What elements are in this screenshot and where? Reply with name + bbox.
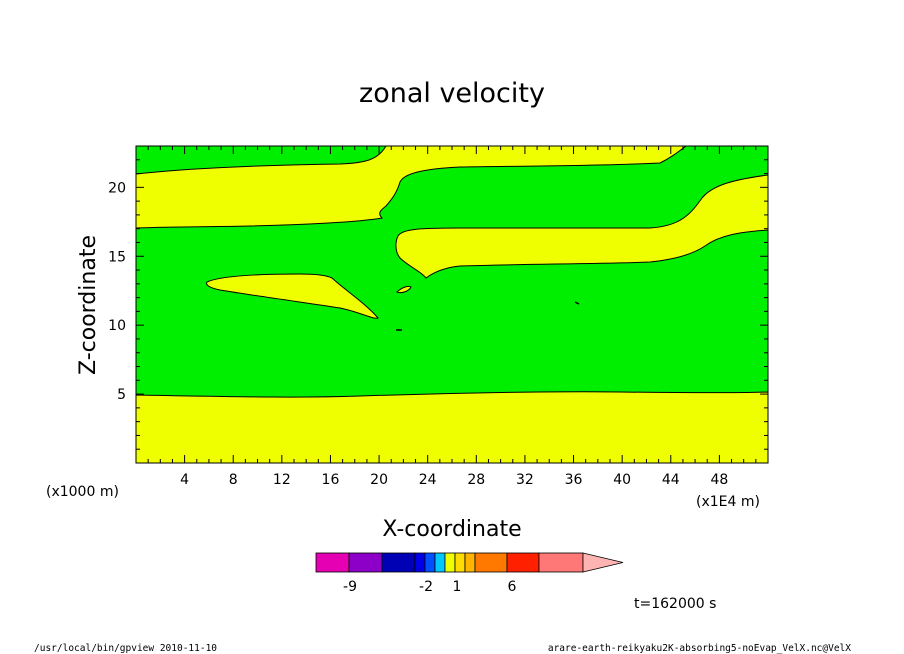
colorbar-segment bbox=[538, 552, 584, 573]
plot-area bbox=[135, 145, 769, 464]
colorbar-segment bbox=[444, 552, 456, 573]
colorbar-segment bbox=[315, 552, 350, 573]
y-tick-label: 5 bbox=[117, 387, 126, 403]
x-tick-label: 44 bbox=[662, 472, 680, 488]
y-axis-title: Z-coordinate bbox=[76, 235, 101, 375]
footer-left: /usr/local/bin/gpview 2010-11-10 bbox=[34, 643, 217, 654]
x-tick-label: 12 bbox=[273, 472, 291, 488]
y-axis-unit: (x1000 m) bbox=[46, 484, 119, 500]
x-tick-label: 4 bbox=[180, 472, 189, 488]
contour-region-upper-yellow-a bbox=[135, 145, 688, 229]
x-axis-unit: (x1E4 m) bbox=[696, 494, 760, 510]
colorbar-segment bbox=[474, 552, 508, 573]
colorbar-segment bbox=[506, 552, 540, 573]
x-tick-label: 40 bbox=[613, 472, 631, 488]
colorbar-segment bbox=[464, 552, 476, 573]
time-label: t=162000 s bbox=[634, 596, 716, 612]
y-axis: 5 10 15 20 bbox=[108, 159, 768, 450]
x-axis: 4 8 12 16 20 24 28 32 36 40 44 48 bbox=[147, 146, 757, 488]
contour-region-right-yellow bbox=[395, 174, 769, 279]
x-tick-label: 8 bbox=[229, 472, 238, 488]
x-tick-label: 28 bbox=[467, 472, 485, 488]
contour-region-lower-yellow bbox=[135, 391, 769, 464]
colorbar-segment bbox=[434, 552, 446, 573]
colorbar-tick-label: 6 bbox=[508, 579, 517, 595]
contour-small-dash-2 bbox=[574, 301, 580, 305]
colorbar-tick-label: 1 bbox=[453, 579, 462, 595]
contour-small-yellow-blob bbox=[396, 285, 412, 294]
x-tick-label: 20 bbox=[370, 472, 388, 488]
colorbar: -9 -2 1 6 bbox=[315, 552, 624, 595]
y-tick-label: 20 bbox=[108, 180, 126, 196]
x-axis-title: X-coordinate bbox=[382, 517, 521, 542]
colorbar-segment bbox=[348, 552, 383, 573]
contour-region-mid-yellow-lens bbox=[206, 273, 379, 319]
x-tick-label: 48 bbox=[710, 472, 728, 488]
footer-right: arare-earth-reikyaku2K-absorbing5-noEvap… bbox=[548, 643, 851, 654]
colorbar-arrow bbox=[582, 552, 624, 573]
y-tick-label: 15 bbox=[108, 249, 126, 265]
colorbar-segment bbox=[381, 552, 416, 573]
colorbar-segment bbox=[424, 552, 436, 573]
colorbar-tick-label: -9 bbox=[343, 579, 357, 595]
x-tick-label: 32 bbox=[516, 472, 534, 488]
colorbar-tick-label: -2 bbox=[419, 579, 433, 595]
x-tick-label: 24 bbox=[419, 472, 437, 488]
colorbar-segment bbox=[414, 552, 426, 573]
y-tick-label: 10 bbox=[108, 318, 126, 334]
x-tick-label: 36 bbox=[565, 472, 583, 488]
chart-title: zonal velocity bbox=[359, 78, 545, 109]
x-tick-label: 16 bbox=[322, 472, 340, 488]
colorbar-segment bbox=[454, 552, 466, 573]
